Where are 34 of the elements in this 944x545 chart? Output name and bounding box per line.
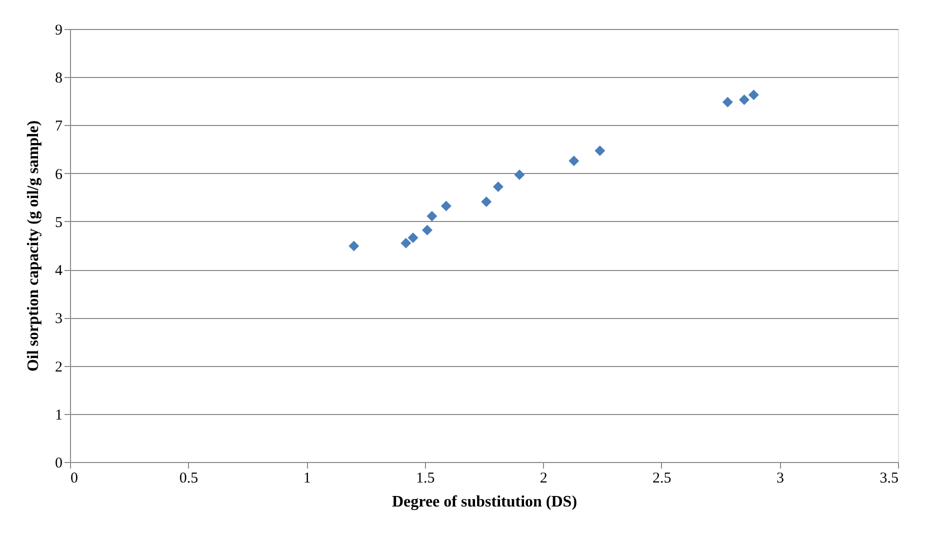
x-tick-label: 2.5 [652, 470, 672, 486]
point [422, 224, 432, 236]
x-axis-title: Degree of substitution (DS) [392, 494, 578, 510]
x-tick-label: 3.5 [880, 470, 898, 486]
point [594, 145, 606, 156]
point [492, 182, 504, 192]
y-tick-label: 9 [55, 22, 62, 38]
y-axis-title: Oil sorption capacity (g oil/g sample) [25, 120, 42, 372]
point [348, 240, 360, 252]
point [481, 196, 492, 207]
y-tick-label: 5 [55, 214, 62, 231]
y-tick-label: 2 [55, 359, 62, 376]
y-tick-label: 1 [55, 407, 62, 424]
x-tick-label: 1.5 [416, 470, 435, 486]
point [408, 232, 418, 244]
y-tick-label: 6 [55, 166, 63, 183]
x-tick-label: 3 [776, 470, 784, 486]
point [748, 90, 759, 100]
x-tick-label: 1 [303, 470, 311, 486]
x-tick-label: 2 [540, 470, 548, 486]
point [738, 94, 750, 105]
point [722, 96, 733, 108]
point [440, 200, 452, 212]
y-tick-label: 8 [55, 70, 62, 87]
point [426, 210, 438, 222]
y-tick-label: 0 [55, 456, 62, 472]
x-tick-label: 0.5 [179, 470, 198, 486]
x-tick-label: 0 [70, 470, 78, 486]
point [400, 238, 412, 248]
y-tick-label: 3 [55, 311, 62, 328]
y-tick-label: 4 [55, 263, 63, 280]
point [514, 170, 525, 180]
point [568, 156, 580, 166]
y-tick-label: 7 [55, 118, 63, 135]
